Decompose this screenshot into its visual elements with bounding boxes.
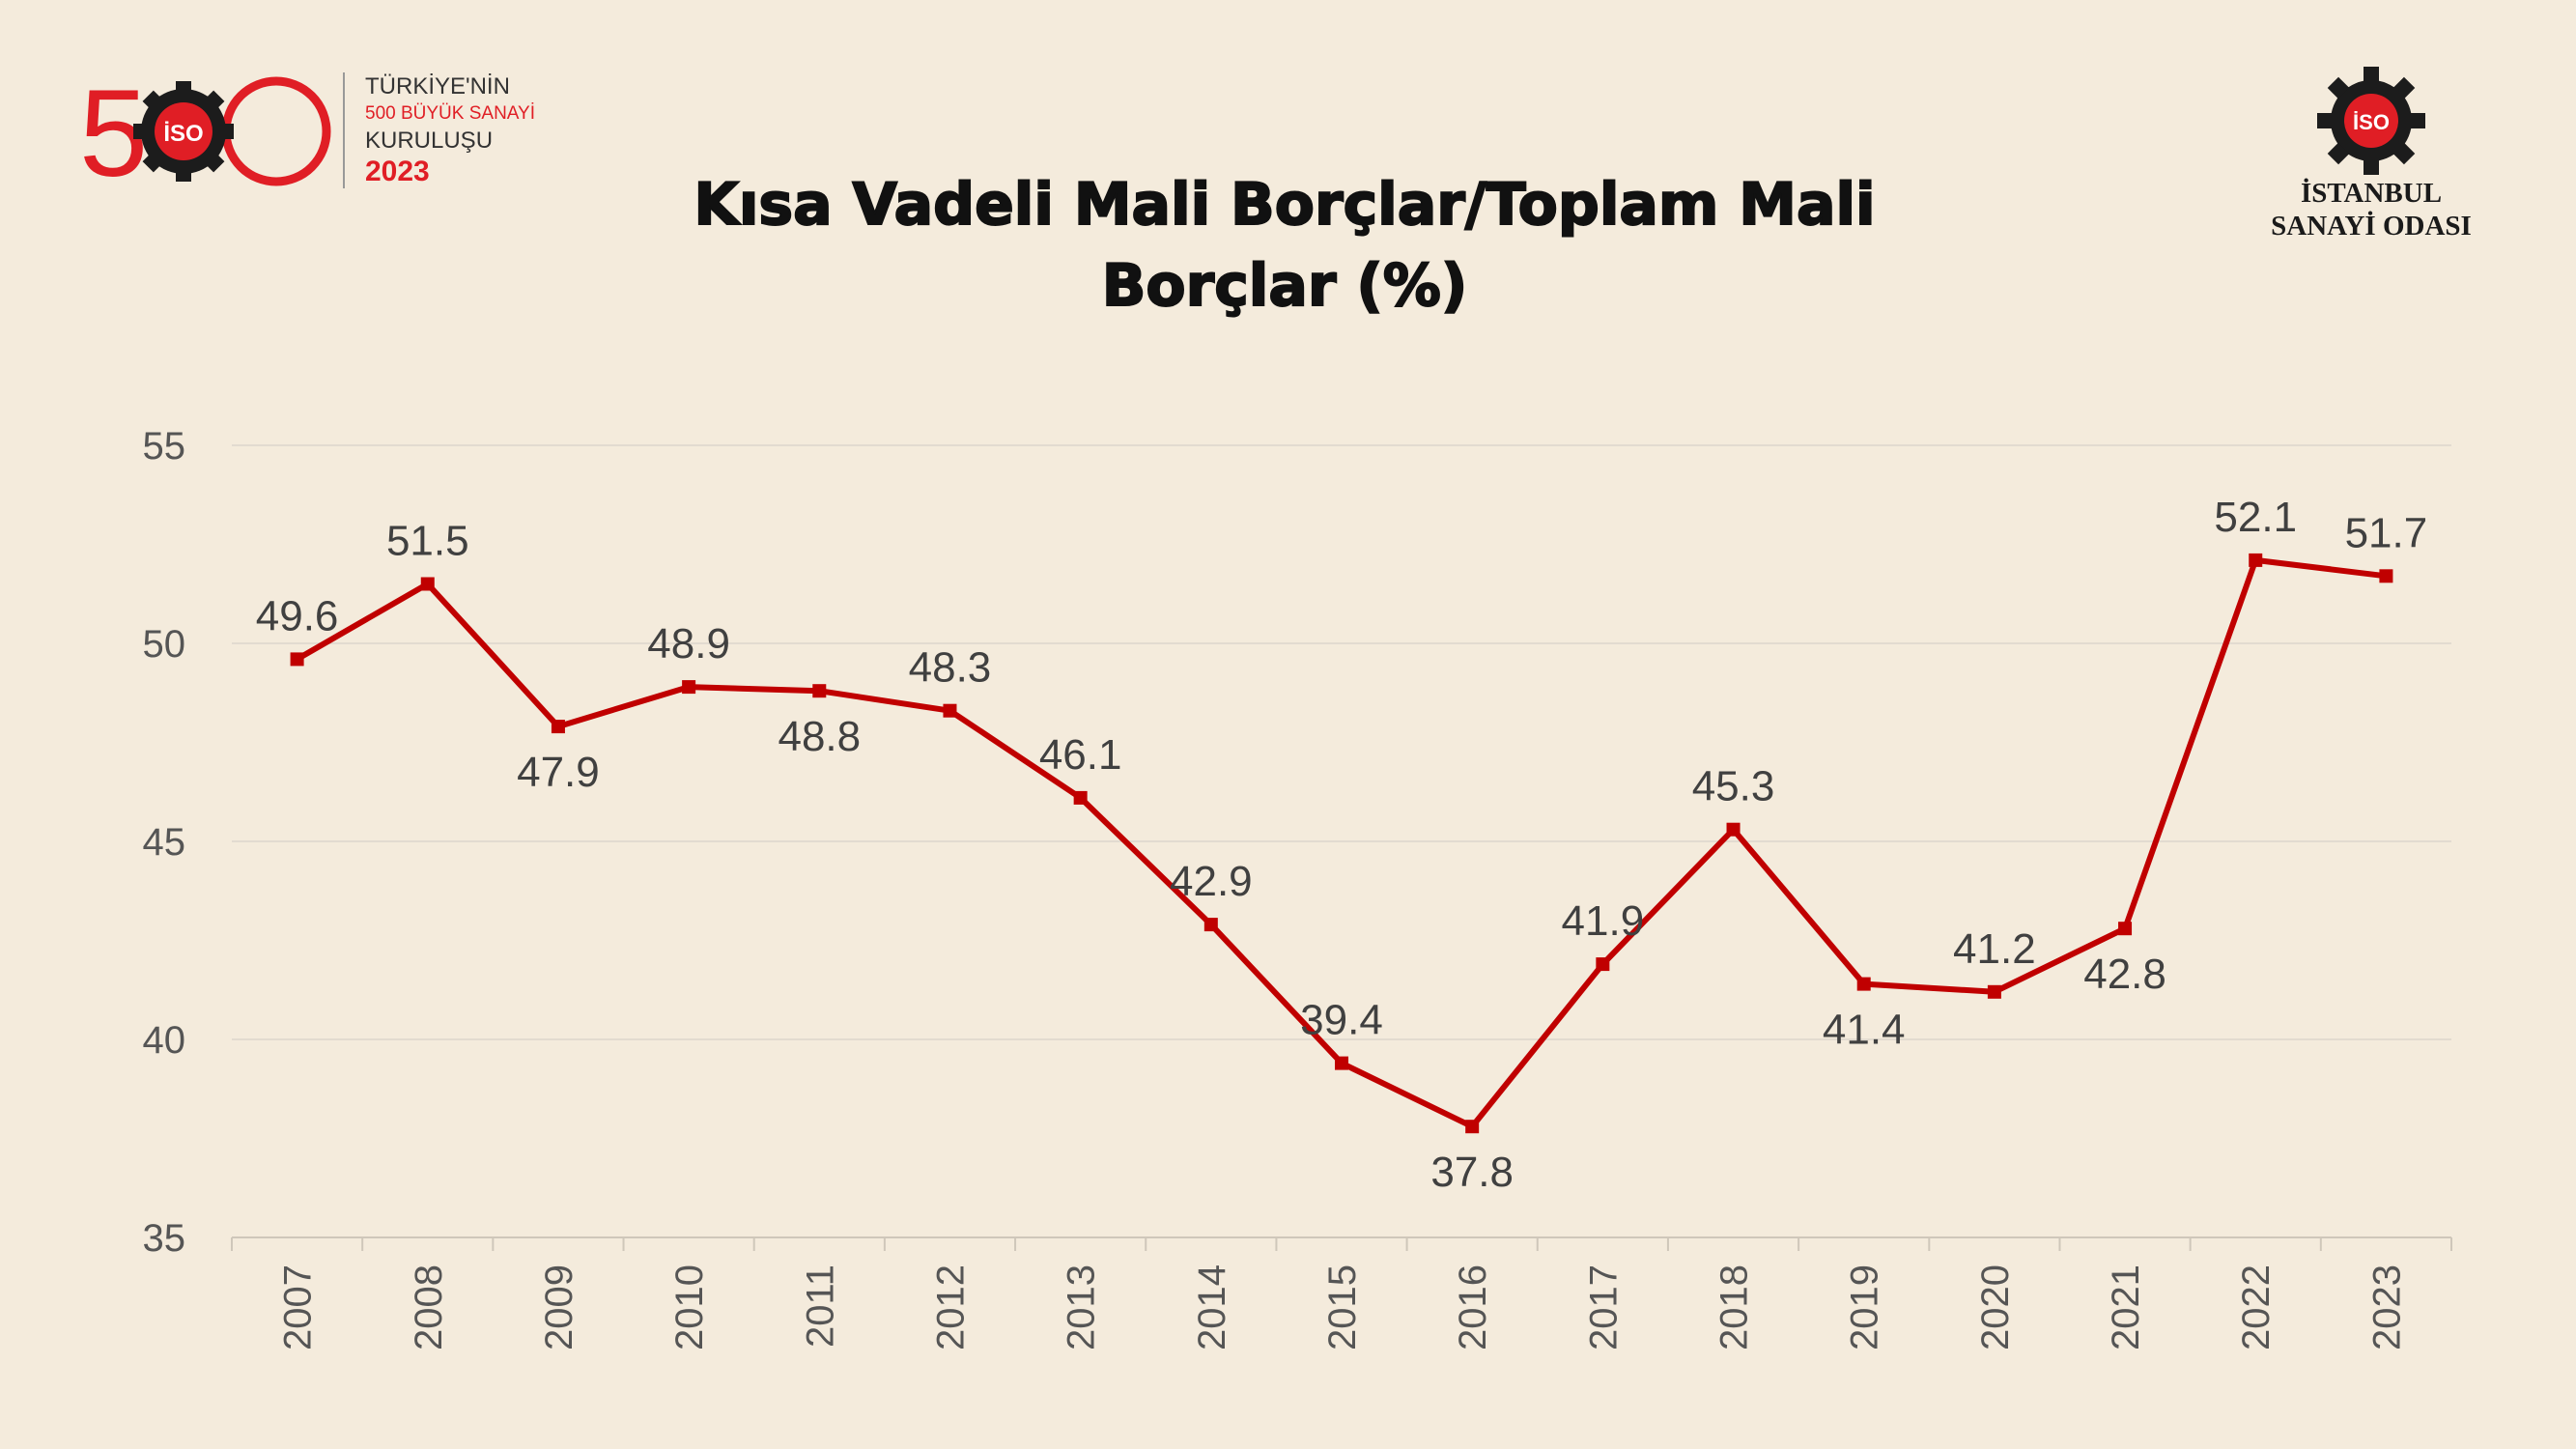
data-point [551,720,565,734]
logo-left-badge: İSO [163,121,203,147]
y-tick-label: 40 [143,1019,186,1062]
data-label: 46.1 [1039,731,1122,779]
turkiye-500-logo: 500 5 İSO [79,68,345,193]
x-tick-label: 2014 [1191,1264,1233,1350]
x-tick-label: 2020 [1974,1264,2017,1350]
data-label: 47.9 [517,749,600,796]
data-label: 51.5 [386,518,469,565]
x-tick-label: 2013 [1061,1264,1103,1350]
data-label: 49.6 [256,592,339,639]
x-tick-label: 2009 [538,1264,580,1350]
data-label: 48.9 [647,620,730,668]
x-tick-label: 2016 [1452,1264,1494,1350]
data-point [1073,790,1088,805]
data-point [290,652,304,667]
data-label: 48.8 [778,713,861,760]
data-point [1596,957,1610,972]
iso-gear-icon: İSO [2317,67,2425,175]
data-point [1987,984,2001,999]
y-tick-label: 45 [143,821,186,864]
data-label: 48.3 [909,644,992,692]
x-tick-label: 2017 [1582,1264,1625,1350]
logo-left-line2: 500 BÜYÜK SANAYİ [365,103,536,124]
data-label: 51.7 [2345,509,2428,556]
y-tick-label: 35 [143,1217,186,1260]
x-tick-label: 2010 [668,1264,711,1350]
data-point [1465,1120,1480,1134]
x-tick-label: 2023 [2365,1264,2408,1350]
data-label: 41.4 [1823,1007,1906,1054]
data-point [1856,977,1871,991]
data-label: 42.9 [1170,858,1253,905]
data-label: 42.8 [2083,951,2166,998]
x-tick-label: 2018 [1713,1264,1756,1350]
chart-title-line2: Borçlar (%) [1101,251,1469,321]
iso-name-line2: SANAYİ ODASI [2271,211,2472,242]
chart-title: Kısa Vadeli Mali Borçlar/Toplam Mali Bor… [541,164,2028,327]
logo-left-line3: KURULUŞU [365,128,494,154]
logo-left-line4: 2023 [365,156,430,187]
data-point [1726,822,1741,837]
iso-name-line1: İSTANBUL [2300,178,2443,209]
x-tick-label: 2019 [1844,1264,1886,1350]
data-point [682,680,696,695]
x-tick-label: 2008 [408,1264,450,1350]
data-point [943,703,957,718]
data-point [2379,569,2393,583]
x-tick-label: 2011 [799,1264,841,1348]
data-label: 41.2 [1953,925,2036,973]
x-tick-label: 2021 [2105,1264,2147,1350]
data-label: 41.9 [1562,897,1645,945]
data-label: 52.1 [2214,494,2297,541]
data-point [2249,553,2263,567]
y-tick-label: 50 [143,623,186,666]
data-point [812,684,827,698]
x-tick-label: 2022 [2235,1264,2278,1350]
logo-right-badge: İSO [2353,110,2390,134]
data-label: 37.8 [1430,1149,1514,1196]
y-tick-label: 55 [143,425,186,468]
data-point [2118,922,2133,936]
data-point [420,577,435,591]
x-tick-label: 2012 [929,1264,972,1350]
chart-title-line1: Kısa Vadeli Mali Borçlar/Toplam Mali [693,170,1876,240]
gear-icon: İSO [133,81,234,182]
data-point [1335,1056,1348,1070]
x-tick-label: 2015 [1321,1264,1364,1350]
x-tick-label: 2007 [277,1264,320,1350]
logo-left-line1: TÜRKİYE'NİN [365,73,510,99]
data-label: 45.3 [1692,763,1775,810]
data-label: 39.4 [1300,997,1383,1044]
data-point [1203,918,1218,932]
